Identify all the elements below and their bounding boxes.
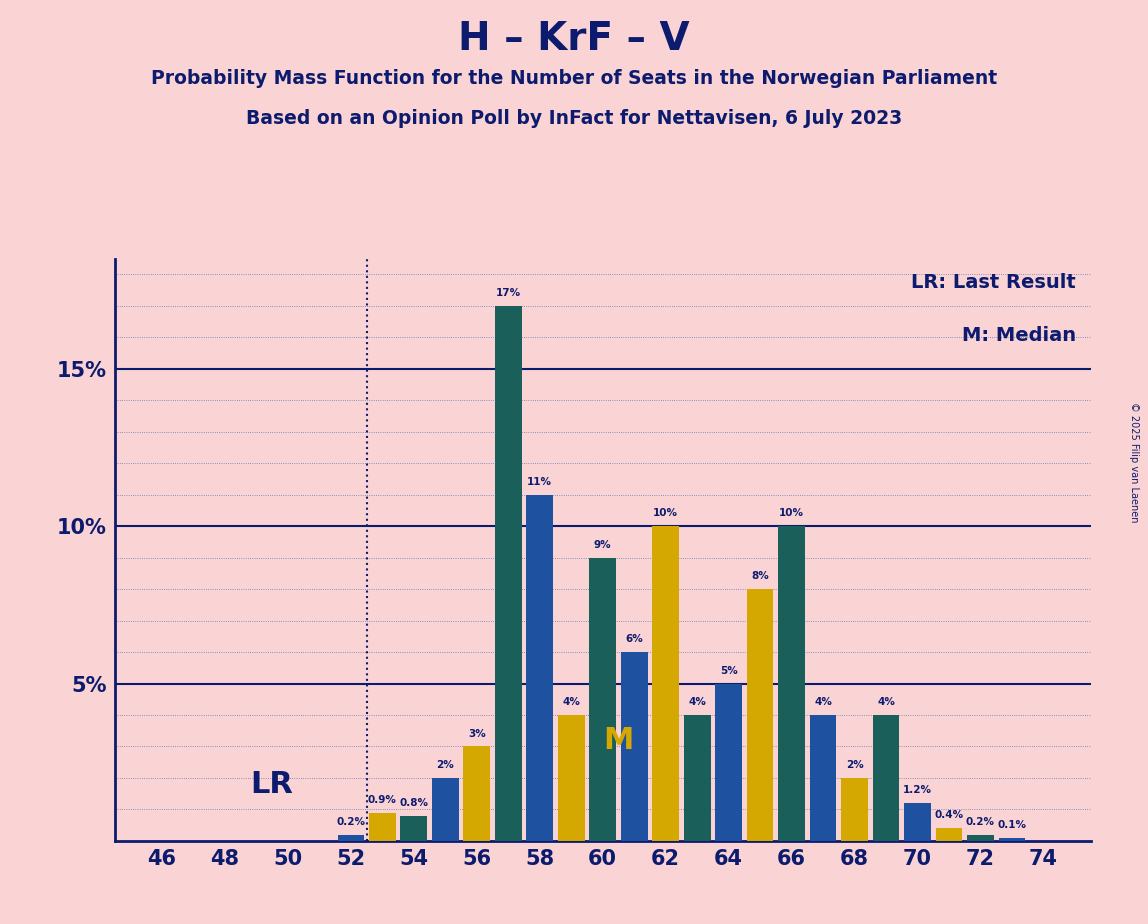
Text: Based on an Opinion Poll by InFact for Nettavisen, 6 July 2023: Based on an Opinion Poll by InFact for N… (246, 109, 902, 128)
Text: Probability Mass Function for the Number of Seats in the Norwegian Parliament: Probability Mass Function for the Number… (150, 69, 998, 89)
Text: 2%: 2% (846, 760, 863, 770)
Text: 0.9%: 0.9% (367, 795, 397, 805)
Text: LR: Last Result: LR: Last Result (912, 274, 1076, 292)
Bar (652, 526, 678, 841)
Bar (999, 838, 1025, 841)
Bar (778, 526, 805, 841)
Bar (527, 494, 553, 841)
Text: 4%: 4% (563, 697, 580, 707)
Bar (401, 816, 427, 841)
Bar (464, 747, 490, 841)
Bar (338, 834, 364, 841)
Text: 0.4%: 0.4% (934, 810, 963, 821)
Bar (715, 684, 742, 841)
Bar (967, 834, 994, 841)
Bar (809, 715, 837, 841)
Text: 3%: 3% (468, 729, 486, 738)
Bar (684, 715, 711, 841)
Text: 5%: 5% (720, 665, 737, 675)
Text: LR: LR (250, 770, 294, 798)
Text: 10%: 10% (653, 508, 678, 518)
Text: M: M (603, 725, 634, 755)
Text: 9%: 9% (594, 540, 612, 550)
Text: 0.2%: 0.2% (965, 817, 995, 827)
Bar (589, 558, 616, 841)
Text: 1.2%: 1.2% (903, 785, 932, 796)
Text: 0.8%: 0.8% (400, 797, 428, 808)
Text: 4%: 4% (877, 697, 895, 707)
Text: 6%: 6% (626, 634, 643, 644)
Bar (558, 715, 584, 841)
Text: 2%: 2% (436, 760, 455, 770)
Bar (621, 652, 647, 841)
Text: 17%: 17% (496, 288, 521, 298)
Text: 4%: 4% (814, 697, 832, 707)
Text: © 2025 Filip van Laenen: © 2025 Filip van Laenen (1130, 402, 1139, 522)
Bar (905, 803, 931, 841)
Bar (936, 828, 962, 841)
Bar (841, 778, 868, 841)
Text: 8%: 8% (751, 571, 769, 581)
Text: 11%: 11% (527, 477, 552, 487)
Text: 0.2%: 0.2% (336, 817, 365, 827)
Text: H – KrF – V: H – KrF – V (458, 20, 690, 58)
Bar (432, 778, 459, 841)
Text: M: Median: M: Median (962, 325, 1076, 345)
Text: 10%: 10% (779, 508, 804, 518)
Bar (369, 812, 396, 841)
Bar (495, 306, 521, 841)
Text: 4%: 4% (688, 697, 706, 707)
Text: 0.1%: 0.1% (998, 820, 1026, 830)
Bar (872, 715, 899, 841)
Bar (746, 590, 774, 841)
